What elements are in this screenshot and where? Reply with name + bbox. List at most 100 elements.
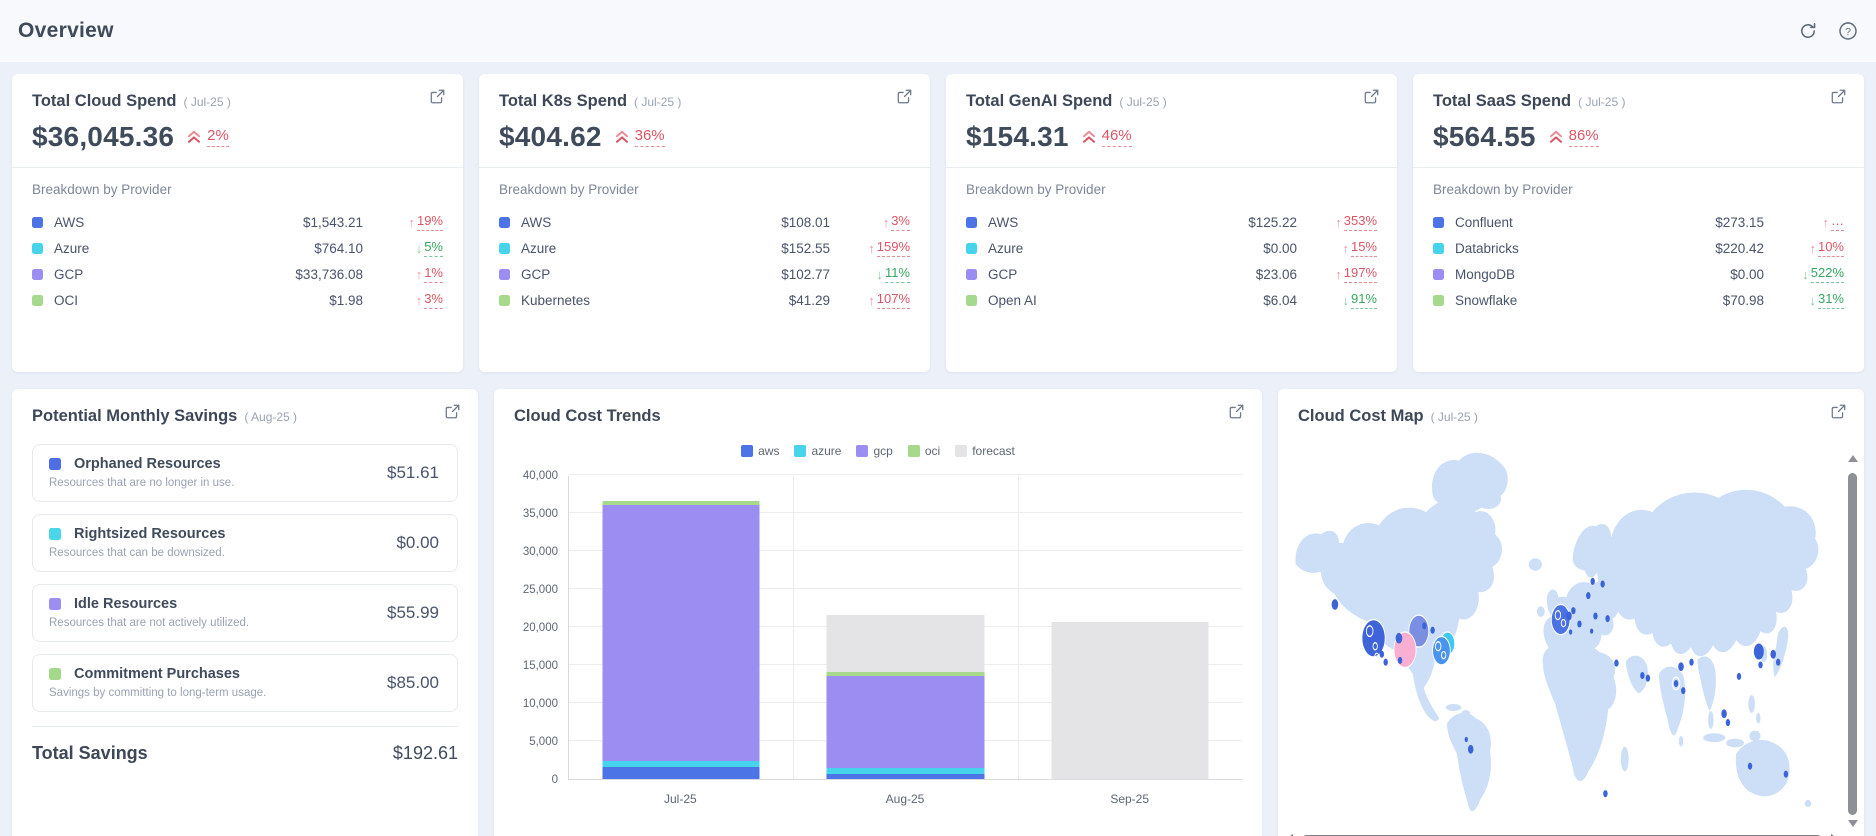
map-marker[interactable] — [1753, 643, 1764, 660]
legend-label: azure — [811, 444, 842, 458]
savings-swatch — [49, 528, 61, 540]
legend-item-azure[interactable]: azure — [794, 444, 841, 458]
bar-bands — [569, 476, 1242, 779]
legend-item-oci[interactable]: oci — [907, 444, 940, 458]
legend-item-aws[interactable]: aws — [741, 444, 779, 458]
map-marker[interactable] — [1372, 641, 1378, 651]
stacked-bar[interactable] — [602, 501, 760, 779]
gridline — [1017, 476, 1019, 779]
provider-swatch — [1433, 216, 1444, 228]
map-marker[interactable] — [1747, 762, 1753, 770]
legend-item-forecast[interactable]: forecast — [955, 444, 1015, 458]
map-marker[interactable] — [1605, 615, 1610, 623]
map-marker[interactable] — [1361, 618, 1386, 658]
change-value: 522% — [1810, 265, 1844, 283]
map-marker[interactable] — [1681, 687, 1686, 695]
external-link-icon[interactable] — [897, 89, 912, 104]
map-marker[interactable] — [1593, 612, 1598, 620]
map-marker[interactable] — [1589, 628, 1594, 634]
scroll-up-arrow-icon[interactable] — [1848, 455, 1858, 462]
map-marker[interactable] — [1600, 580, 1605, 588]
refresh-icon[interactable] — [1798, 21, 1818, 41]
savings-value: $51.61 — [387, 463, 439, 482]
provider-swatch — [32, 216, 43, 228]
provider-swatch — [966, 294, 977, 306]
map-marker[interactable] — [1397, 656, 1403, 664]
external-link-icon[interactable] — [1831, 404, 1846, 419]
provider-name: Confluent — [1455, 214, 1513, 230]
stacked-bar[interactable] — [826, 615, 984, 779]
map-marker[interactable] — [1590, 577, 1595, 585]
card-period: ( Jul-25 ) — [1119, 95, 1167, 109]
vertical-scroll-thumb[interactable] — [1848, 473, 1857, 815]
help-icon[interactable]: ? — [1838, 21, 1858, 41]
map-marker[interactable] — [1383, 658, 1388, 666]
map-marker[interactable] — [1577, 620, 1582, 628]
map-marker[interactable] — [1554, 609, 1562, 621]
arrow-up-icon: ↑ — [408, 214, 415, 230]
map-marker[interactable] — [1736, 672, 1742, 680]
savings-item[interactable]: Commitment Purchases Savings by committin… — [32, 654, 458, 712]
map-vertical-scrollbar[interactable] — [1846, 455, 1860, 827]
provider-change: ↓ 522% — [1764, 265, 1844, 283]
map-marker[interactable] — [1645, 674, 1651, 682]
map-marker[interactable] — [1434, 641, 1442, 652]
provider-amount: $102.77 — [781, 266, 830, 282]
map-marker[interactable] — [1758, 661, 1763, 669]
map-marker[interactable] — [1614, 659, 1619, 667]
map-marker[interactable] — [1678, 662, 1684, 672]
savings-item[interactable]: Orphaned Resources Resources that are no … — [32, 444, 458, 502]
map-marker[interactable] — [1770, 649, 1776, 659]
map-marker[interactable] — [1550, 603, 1571, 636]
stacked-bar[interactable] — [1051, 621, 1209, 779]
map-marker[interactable] — [1586, 592, 1591, 600]
map-marker[interactable] — [1422, 622, 1427, 630]
map-marker[interactable] — [1379, 650, 1385, 658]
arrow-up-icon: ↑ — [1335, 214, 1342, 230]
map-marker[interactable] — [1560, 618, 1567, 628]
map-marker[interactable] — [1673, 679, 1679, 688]
savings-item[interactable]: Rightsized Resources Resources that can b… — [32, 514, 458, 572]
external-link-icon[interactable] — [1831, 89, 1846, 104]
change-value: 3% — [424, 291, 443, 309]
provider-amount: $6.04 — [1263, 292, 1297, 308]
map-marker[interactable] — [1671, 676, 1681, 691]
map-marker[interactable] — [1725, 719, 1731, 727]
kpi-delta: 36% — [614, 127, 665, 147]
external-link-icon[interactable] — [1364, 89, 1379, 104]
map-marker[interactable] — [1464, 736, 1468, 743]
legend-label: gcp — [873, 444, 893, 458]
scroll-left-arrow-icon[interactable] — [1286, 834, 1293, 836]
map-marker[interactable] — [1432, 635, 1451, 666]
map-marker[interactable] — [1568, 629, 1573, 635]
map-marker[interactable] — [1640, 671, 1645, 680]
external-link-icon[interactable] — [1229, 404, 1244, 419]
map-marker[interactable] — [1721, 709, 1727, 719]
card-title: Cloud Cost Map — [1298, 407, 1424, 425]
scroll-right-arrow-icon[interactable] — [1831, 834, 1838, 836]
map-marker[interactable] — [1441, 650, 1447, 660]
legend-label: forecast — [972, 444, 1015, 458]
map-marker[interactable] — [1571, 607, 1576, 615]
map-marker[interactable] — [1430, 626, 1435, 634]
legend-item-gcp[interactable]: gcp — [856, 444, 893, 458]
scroll-down-arrow-icon[interactable] — [1848, 820, 1858, 827]
map-marker[interactable] — [1374, 652, 1380, 662]
map-marker[interactable] — [1365, 625, 1374, 638]
bar-segment-oci — [826, 672, 984, 677]
map-marker[interactable] — [1467, 744, 1474, 754]
total-savings-value: $192.61 — [392, 743, 458, 763]
map-marker[interactable] — [1566, 611, 1572, 621]
map-marker[interactable] — [1783, 770, 1789, 778]
world-map[interactable] — [1288, 441, 1840, 823]
map-marker[interactable] — [1603, 790, 1608, 798]
savings-item[interactable]: Idle Resources Resources that are not act… — [32, 584, 458, 642]
map-marker[interactable] — [1689, 658, 1694, 666]
map-marker[interactable] — [1775, 658, 1781, 666]
map-marker[interactable] — [1331, 599, 1339, 610]
bar-segment-azure — [826, 768, 984, 774]
external-link-icon[interactable] — [430, 89, 445, 104]
external-link-icon[interactable] — [445, 404, 460, 419]
map-marker[interactable] — [1395, 632, 1403, 644]
y-tick-label: 25,000 — [522, 584, 558, 596]
